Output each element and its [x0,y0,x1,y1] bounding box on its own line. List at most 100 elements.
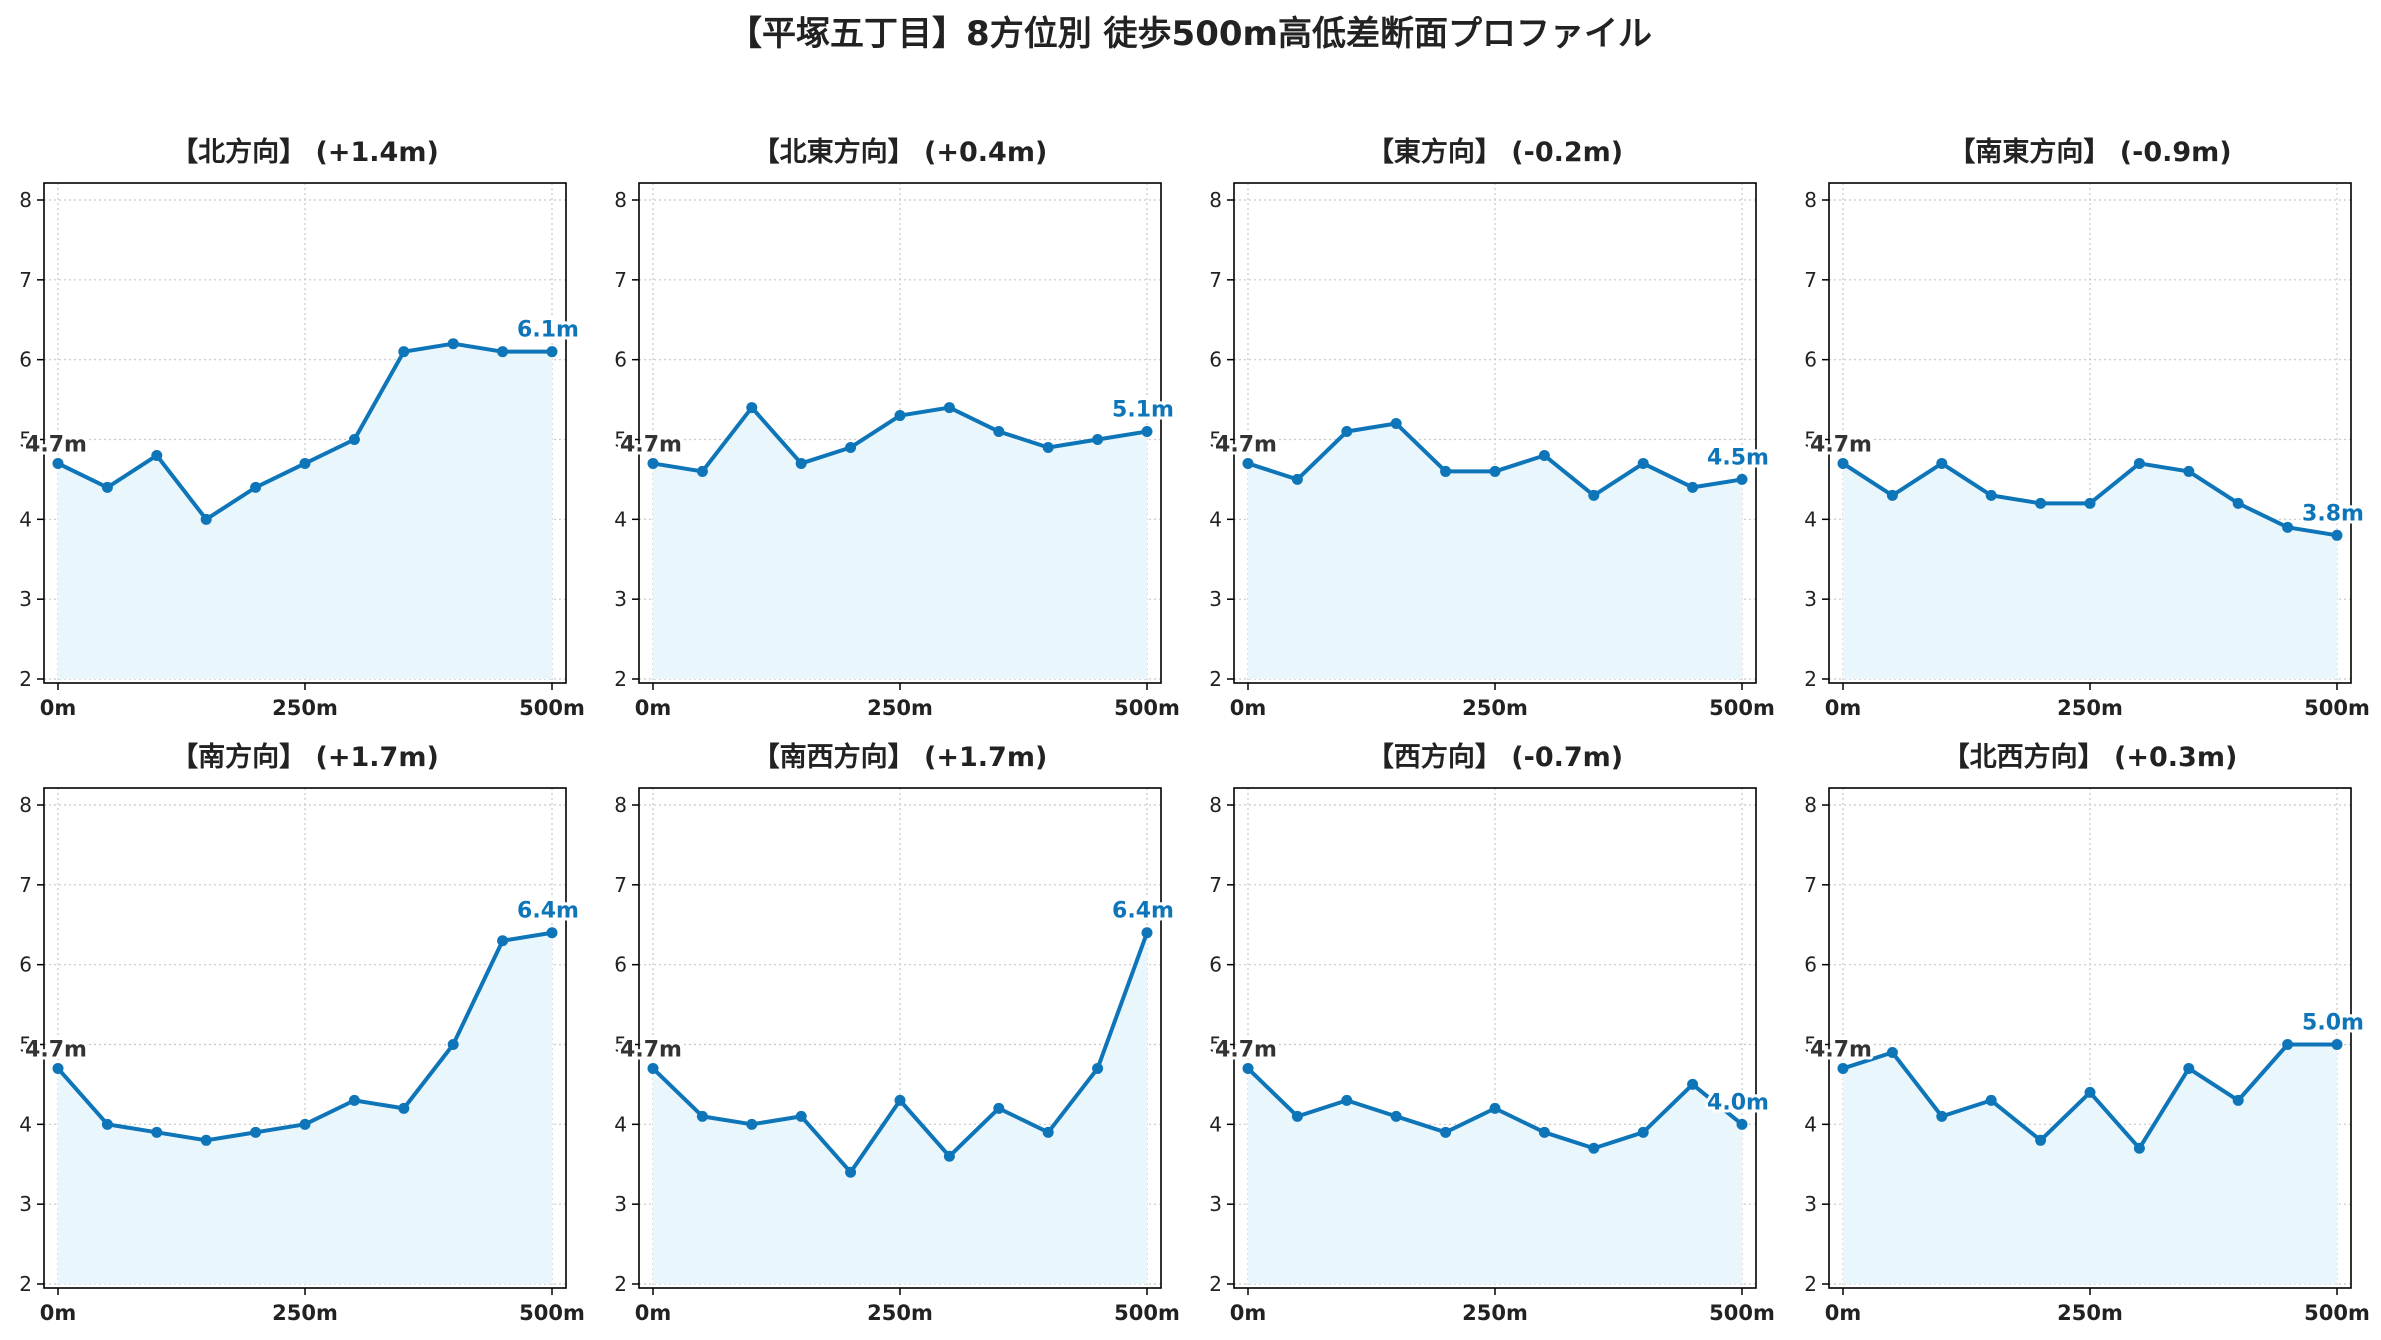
x-tick-label: 500m [2304,1301,2370,1325]
y-tick-label: 2 [614,667,627,691]
data-point [1341,426,1353,438]
x-tick-label: 250m [1462,1301,1528,1325]
data-point [1242,457,1254,469]
data-point [2282,521,2294,533]
axes-frame [43,182,567,684]
start-value-label: 4.7m [1215,432,1277,457]
y-tick-label: 2 [1209,1272,1222,1296]
y-tick-label: 4 [1804,507,1817,531]
data-point [1588,1142,1600,1154]
data-point [696,465,708,477]
x-tick-label: 0m [635,1301,672,1325]
data-point [2084,1086,2096,1098]
panel-2: 【北東方向】 (+0.4m) 2 3 4 5 6 7 8 0m 250m 500m 4.7m 5.1m [614,136,1180,720]
axes-frame [1233,182,1757,684]
data-point [1886,1046,1898,1058]
data-point [546,927,558,939]
data-point [200,1134,212,1146]
y-tick-label: 8 [614,188,627,212]
data-point [795,1110,807,1122]
data-point [447,1039,459,1050]
area-fill [1843,463,2337,679]
y-tick-label: 2 [614,1272,627,1296]
y-tick-label: 7 [614,268,627,292]
panel-7: 【西方向】 (-0.7m) 2 3 4 5 6 7 8 0m 250m 500m 4.7m 4.0m [1209,741,1775,1325]
y-tick-label: 8 [1804,793,1817,817]
x-tick-label: 250m [2057,1301,2123,1325]
start-value-label: 4.7m [25,1037,87,1062]
x-tick-label: 250m [1462,696,1528,720]
data-point [1242,1062,1254,1074]
x-tick-label: 0m [635,696,672,720]
data-point [1538,449,1550,461]
data-point [1637,1126,1649,1138]
data-point [943,402,955,414]
data-point [348,434,360,445]
axes-frame [638,787,1162,1289]
y-tick-label: 8 [1209,188,1222,212]
data-point [1291,1110,1303,1122]
y-tick-label: 8 [19,188,32,212]
area-fill [1843,1044,2337,1284]
data-point [1936,457,1948,469]
y-tick-label: 7 [1209,873,1222,897]
y-tick-label: 3 [1209,1192,1222,1216]
data-point [1141,927,1153,939]
y-tick-label: 4 [1804,1112,1817,1136]
start-value-label: 4.7m [620,1037,682,1062]
data-point [1341,1094,1353,1106]
y-tick-label: 3 [614,587,627,611]
y-tick-label: 2 [19,667,32,691]
panel-title: 【北東方向】 (+0.4m) [753,136,1048,168]
data-point [151,449,163,461]
y-tick-label: 4 [1209,507,1222,531]
panel-title: 【北方向】 (+1.4m) [171,136,439,168]
y-tick-label: 5 [19,428,32,452]
x-tick-label: 250m [272,696,338,720]
data-point [1837,457,1849,469]
data-point [1687,481,1699,493]
y-tick-label: 7 [1209,268,1222,292]
data-point [1489,465,1501,477]
data-point [1985,1094,1997,1106]
x-tick-label: 0m [1825,1301,1862,1325]
y-tick-label: 6 [614,953,627,977]
y-tick-label: 7 [1804,268,1817,292]
data-point [497,346,509,358]
data-point [1440,465,1452,477]
data-point [2035,1134,2047,1146]
data-point [795,457,807,469]
y-tick-label: 7 [19,873,32,897]
data-point [2035,497,2047,509]
y-tick-label: 5 [1209,1033,1222,1057]
x-tick-label: 250m [272,1301,338,1325]
data-point [845,441,857,453]
panel-title: 【南西方向】 (+1.7m) [753,741,1048,773]
data-point [1837,1062,1849,1074]
y-tick-label: 8 [1804,188,1817,212]
data-point [151,1126,163,1138]
start-value-label: 4.7m [1810,432,1872,457]
axes-frame [1233,787,1757,1289]
y-tick-label: 7 [1804,873,1817,897]
y-tick-label: 5 [614,428,627,452]
y-tick-label: 6 [1804,953,1817,977]
data-point [1042,441,1054,453]
panel-title: 【南東方向】 (-0.9m) [1948,136,2231,168]
data-point [1985,489,1997,501]
data-point [746,402,758,414]
data-point [647,457,659,469]
figure-title: 【平塚五丁目】8方位別 徒歩500m高低差断面プロファイル [728,14,1652,54]
y-tick-label: 3 [19,1192,32,1216]
y-tick-label: 3 [614,1192,627,1216]
y-tick-label: 8 [19,793,32,817]
axes-frame [1828,182,2352,684]
start-value-label: 4.7m [1215,1037,1277,1062]
data-point [52,1062,64,1074]
y-tick-label: 2 [19,1272,32,1296]
data-point [299,457,311,469]
y-tick-label: 6 [1804,348,1817,372]
y-tick-label: 4 [19,1112,32,1136]
axes-frame [43,787,567,1289]
data-point [1637,457,1649,469]
